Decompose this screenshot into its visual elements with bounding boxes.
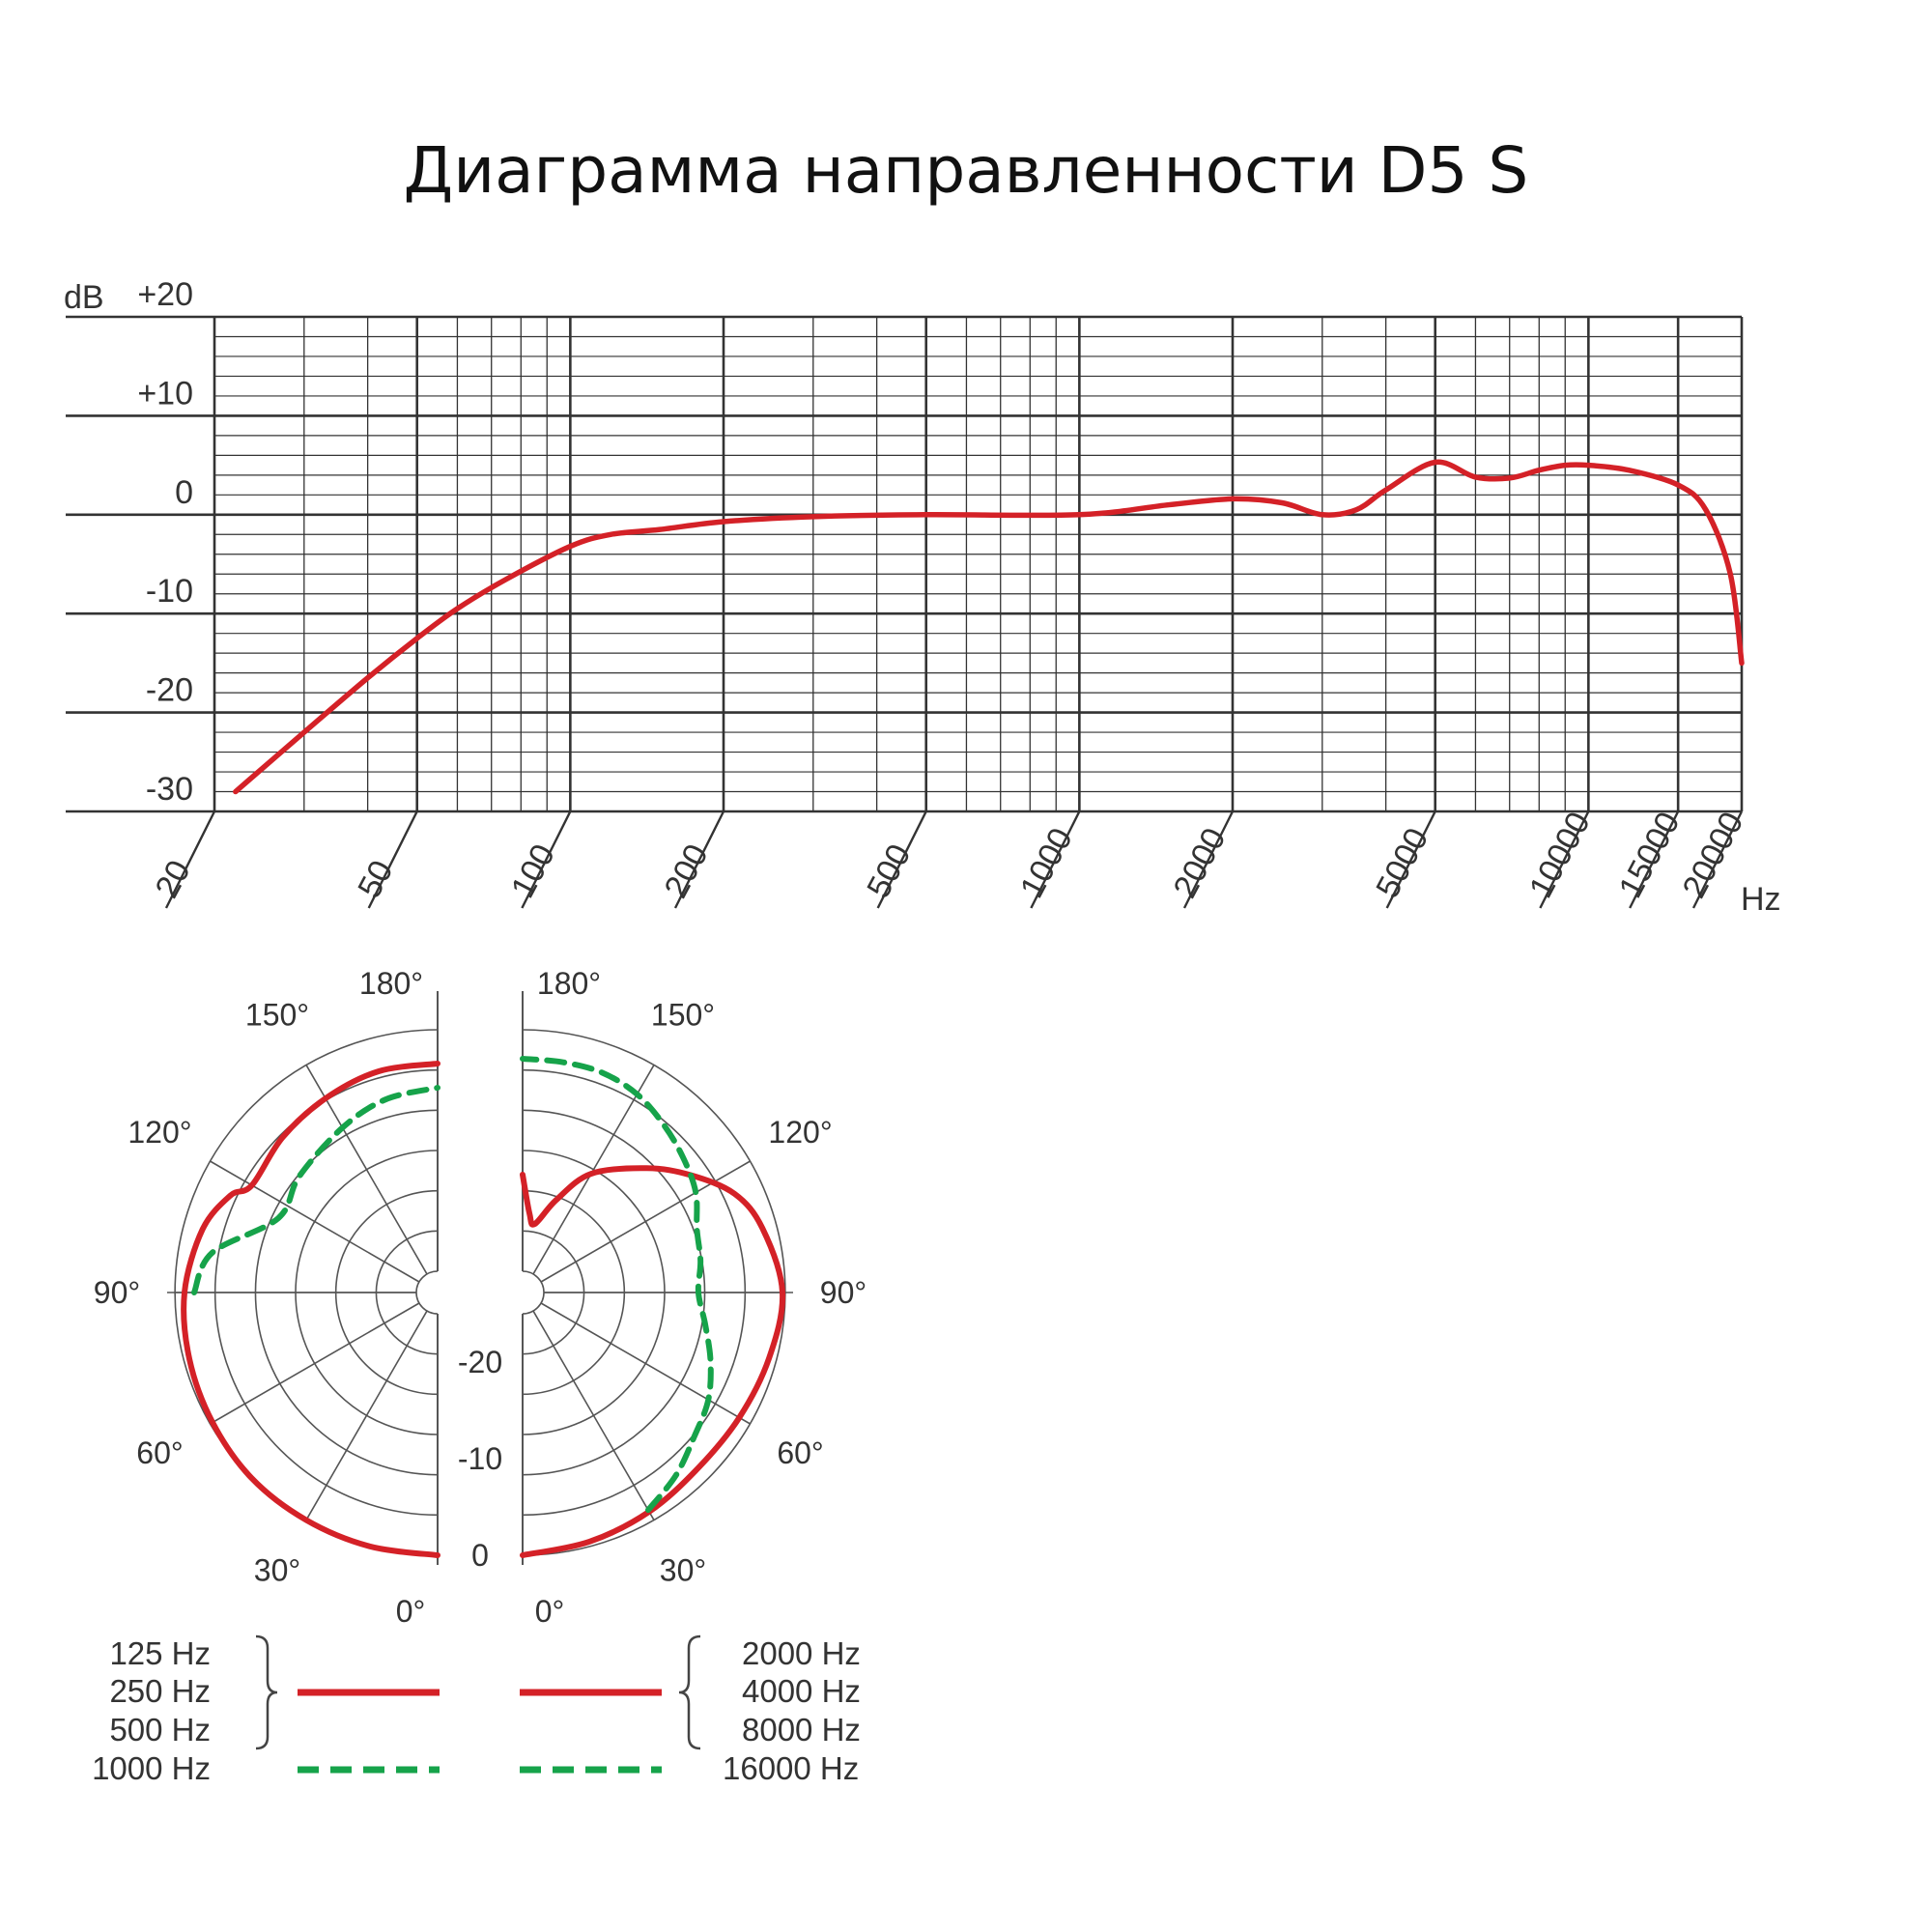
legend-label-500: 500 Hz: [109, 1712, 211, 1747]
polar-radius-label: -10: [458, 1441, 502, 1476]
legend-label-8000: 8000 Hz: [742, 1712, 861, 1747]
polar-angle-label: 60°: [777, 1435, 823, 1470]
x-tick-mark: [876, 810, 927, 909]
polar-angle-label: 150°: [651, 997, 715, 1032]
legend: 125 Hz 250 Hz 500 Hz 1000 Hz 2000 Hz 400…: [92, 1634, 861, 1786]
legend-label-125: 125 Hz: [109, 1635, 211, 1671]
polar-spoke: [210, 1302, 420, 1425]
x-tick-mark: [1629, 810, 1680, 909]
x-axis-label: Hz: [1741, 881, 1781, 918]
legend-label-250: 250 Hz: [109, 1673, 211, 1709]
frequency-grid: [66, 315, 1744, 813]
polar-inner-ring: [415, 1270, 439, 1315]
x-tick-mark: [367, 810, 418, 909]
polar-angle-label: 0°: [535, 1594, 565, 1629]
polar-spoke: [540, 1160, 751, 1283]
polar-spoke: [532, 1310, 655, 1520]
polar-spoke: [305, 1310, 428, 1520]
polar-radius-label: 0: [471, 1538, 489, 1573]
polar-spoke: [540, 1302, 751, 1425]
y-tick-label: +10: [137, 375, 193, 412]
polar-curve-dashed: [520, 1056, 714, 1514]
polar-angle-label: 30°: [254, 1553, 300, 1588]
y-tick-label: -20: [146, 672, 193, 709]
polar-angle-labels: 180° 180° 150° 150° 120° 120° 90° 90° 60° 60° 30° 3…: [94, 966, 867, 1629]
x-tick-mark: [1385, 810, 1436, 909]
x-tick-mark: [521, 810, 572, 909]
legend-brace-left: [255, 1634, 278, 1750]
x-tick-mark: [1030, 810, 1081, 909]
polar-curve-dashed: [191, 1085, 440, 1295]
legend-label-16000: 16000 Hz: [723, 1750, 859, 1786]
polar-angle-label: 30°: [660, 1553, 706, 1588]
polar-angle-label: 150°: [245, 997, 309, 1032]
y-tick-label: -10: [146, 573, 193, 610]
y-tick-label: +20: [137, 276, 193, 313]
legend-label-2000: 2000 Hz: [742, 1635, 861, 1671]
polar-curve-solid: [181, 1061, 440, 1558]
legend-brace-right: [678, 1634, 701, 1750]
polar-radius-labels: -20 -10 0: [458, 1345, 502, 1573]
legend-label-1000: 1000 Hz: [92, 1750, 211, 1786]
polar-angle-label: 180°: [537, 966, 601, 1001]
polar-angle-label: 60°: [136, 1435, 183, 1470]
y-tick-label: -30: [146, 771, 193, 808]
polar-angle-label: 180°: [359, 966, 423, 1001]
polar-angle-label: 90°: [820, 1275, 867, 1310]
polar-radius-label: -20: [458, 1345, 502, 1379]
polar-angle-label: 120°: [128, 1115, 191, 1150]
polar-curve-solid: [520, 1165, 786, 1558]
polar-angle-label: 0°: [396, 1594, 426, 1629]
polar-angle-label: 90°: [94, 1275, 140, 1310]
x-tick-mark: [1539, 810, 1590, 909]
legend-label-4000: 4000 Hz: [742, 1673, 861, 1709]
y-tick-label: 0: [175, 474, 193, 511]
x-tick-mark: [673, 810, 725, 909]
polar-inner-ring: [522, 1270, 545, 1315]
x-tick-mark: [1691, 810, 1744, 909]
y-axis-label: dB: [64, 279, 104, 316]
polar-spoke: [210, 1160, 420, 1283]
y-axis-ticks: +20 +10 0 -10 -20 -30: [137, 276, 193, 808]
polar-angle-label: 120°: [768, 1115, 832, 1150]
x-tick-mark: [1182, 810, 1235, 909]
page-title: Диаграмма направленности D5 S: [403, 133, 1529, 208]
polar-spoke: [532, 1065, 655, 1275]
frequency-response-chart: +20+100-10-20-30 20 50 100 200 500 1000 2000 50…: [64, 276, 1781, 918]
frequency-response-curve: [233, 459, 1745, 795]
x-tick-mark: [164, 810, 216, 909]
polar-curves: [181, 1056, 786, 1558]
polar-grid: [167, 991, 793, 1565]
